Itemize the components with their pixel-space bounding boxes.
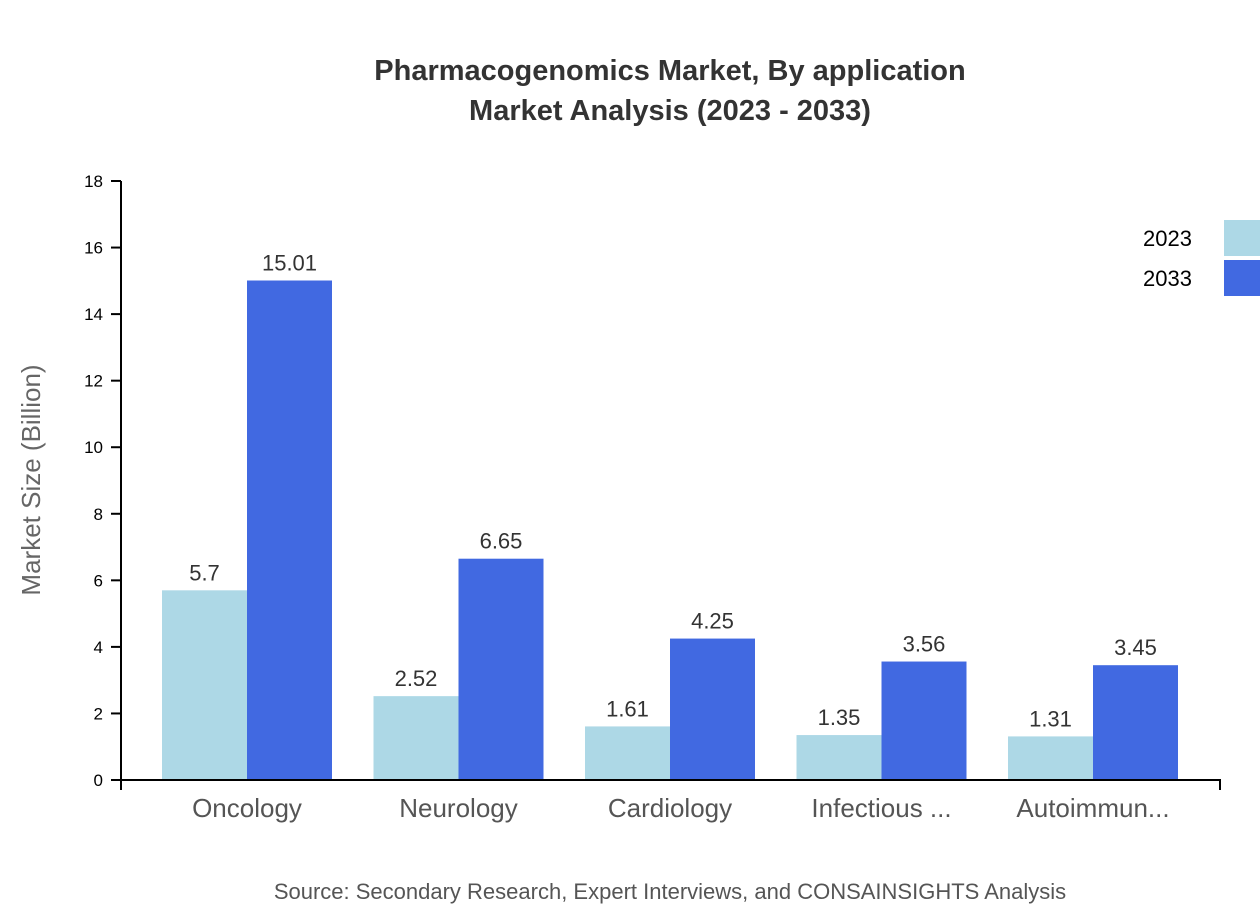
- bar-2023: [162, 590, 247, 780]
- bar-2033: [1093, 665, 1178, 780]
- data-label: 1.31: [1029, 706, 1072, 731]
- x-tick-label: Infectious ...: [811, 793, 951, 823]
- data-label: 5.7: [189, 560, 220, 585]
- y-tick-label: 16: [84, 239, 103, 258]
- data-label: 3.56: [903, 632, 946, 657]
- x-tick-label: Autoimmun...: [1016, 793, 1169, 823]
- data-label: 4.25: [691, 609, 734, 634]
- bar-2023: [373, 696, 459, 780]
- legend-swatch-2033: [1224, 260, 1260, 296]
- bar-2033: [247, 280, 332, 780]
- x-tick-label: Cardiology: [608, 793, 732, 823]
- bar-2023: [1008, 736, 1093, 780]
- y-axis-label: Market Size (Billion): [16, 364, 46, 595]
- chart-title: Pharmacogenomics Market, By application: [374, 55, 965, 87]
- chart-subtitle: Market Analysis (2023 - 2033): [469, 95, 871, 127]
- bar-2033: [881, 661, 967, 780]
- bar-2023: [796, 735, 882, 780]
- y-tick-label: 14: [84, 305, 103, 324]
- bar-2023: [585, 726, 670, 780]
- y-tick-label: 12: [84, 372, 103, 391]
- data-label: 2.52: [395, 666, 438, 691]
- legend-swatch-2023: [1224, 220, 1260, 256]
- data-label: 15.01: [262, 251, 317, 276]
- data-label: 1.61: [606, 696, 649, 721]
- y-tick-label: 6: [94, 571, 103, 590]
- legend-label: 2033: [1143, 266, 1192, 291]
- y-tick-label: 0: [94, 771, 103, 790]
- legend-label: 2023: [1143, 226, 1192, 251]
- x-tick-label: Neurology: [399, 793, 518, 823]
- y-tick-label: 18: [84, 172, 103, 191]
- y-tick-label: 2: [94, 704, 103, 723]
- data-label: 1.35: [818, 705, 861, 730]
- data-label: 6.65: [480, 529, 523, 554]
- bar-2033: [458, 558, 544, 780]
- y-tick-label: 8: [94, 505, 103, 524]
- y-tick-label: 10: [84, 438, 103, 457]
- x-tick-label: Oncology: [192, 793, 302, 823]
- y-tick-label: 4: [94, 638, 103, 657]
- data-label: 3.45: [1114, 635, 1157, 660]
- bar-2033: [670, 638, 755, 780]
- source-note: Source: Secondary Research, Expert Inter…: [274, 879, 1066, 904]
